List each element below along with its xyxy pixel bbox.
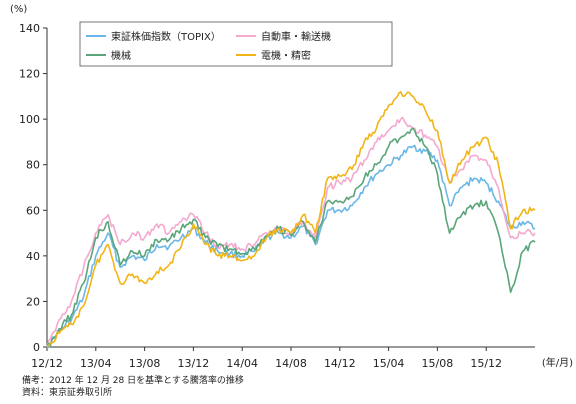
y-tick-label: 140 <box>19 22 40 35</box>
legend-label: 電機・精密 <box>261 49 311 62</box>
x-tick-label: 13/04 <box>80 357 112 370</box>
y-tick-label: 120 <box>19 68 40 81</box>
y-tick-label: 80 <box>26 159 40 172</box>
x-tick-label: 12/12 <box>31 357 63 370</box>
y-tick-label: 100 <box>19 113 40 126</box>
legend-label: 東証株価指数（TOPIX） <box>111 30 221 43</box>
series-line <box>46 144 536 349</box>
chart-source: 資料：東京証券取引所 <box>22 388 113 398</box>
chart-note: 備考：2012 年 12 月 28 日を基準とする騰落率の推移 <box>22 376 244 386</box>
x-tick-label: 15/08 <box>422 357 454 370</box>
y-tick-label: 20 <box>26 295 40 308</box>
x-tick-label: 13/08 <box>129 357 161 370</box>
x-tick-label: 15/12 <box>470 357 502 370</box>
y-axis-unit: (%) <box>10 4 27 15</box>
x-tick-label: 14/08 <box>275 357 307 370</box>
x-tick-label: 14/12 <box>324 357 356 370</box>
legend-label: 自動車・輸送機 <box>261 30 331 43</box>
x-tick-label: 14/04 <box>226 357 258 370</box>
series-layer <box>46 91 536 349</box>
series-line <box>46 91 536 348</box>
y-tick-label: 40 <box>26 250 40 263</box>
y-tick-label: 0 <box>33 341 40 354</box>
series-line <box>46 127 536 348</box>
legend-label: 機械 <box>111 49 131 62</box>
legend-box <box>79 21 393 67</box>
x-axis-unit: (年/月) <box>542 356 573 369</box>
axes: 0 20 40 60 80 100 120 140 (%) 12/12 13/04 13/08 13/1… <box>10 4 573 370</box>
x-tick-label: 13/12 <box>178 357 210 370</box>
y-tick-label: 60 <box>26 204 40 217</box>
x-tick-label: 15/04 <box>373 357 405 370</box>
